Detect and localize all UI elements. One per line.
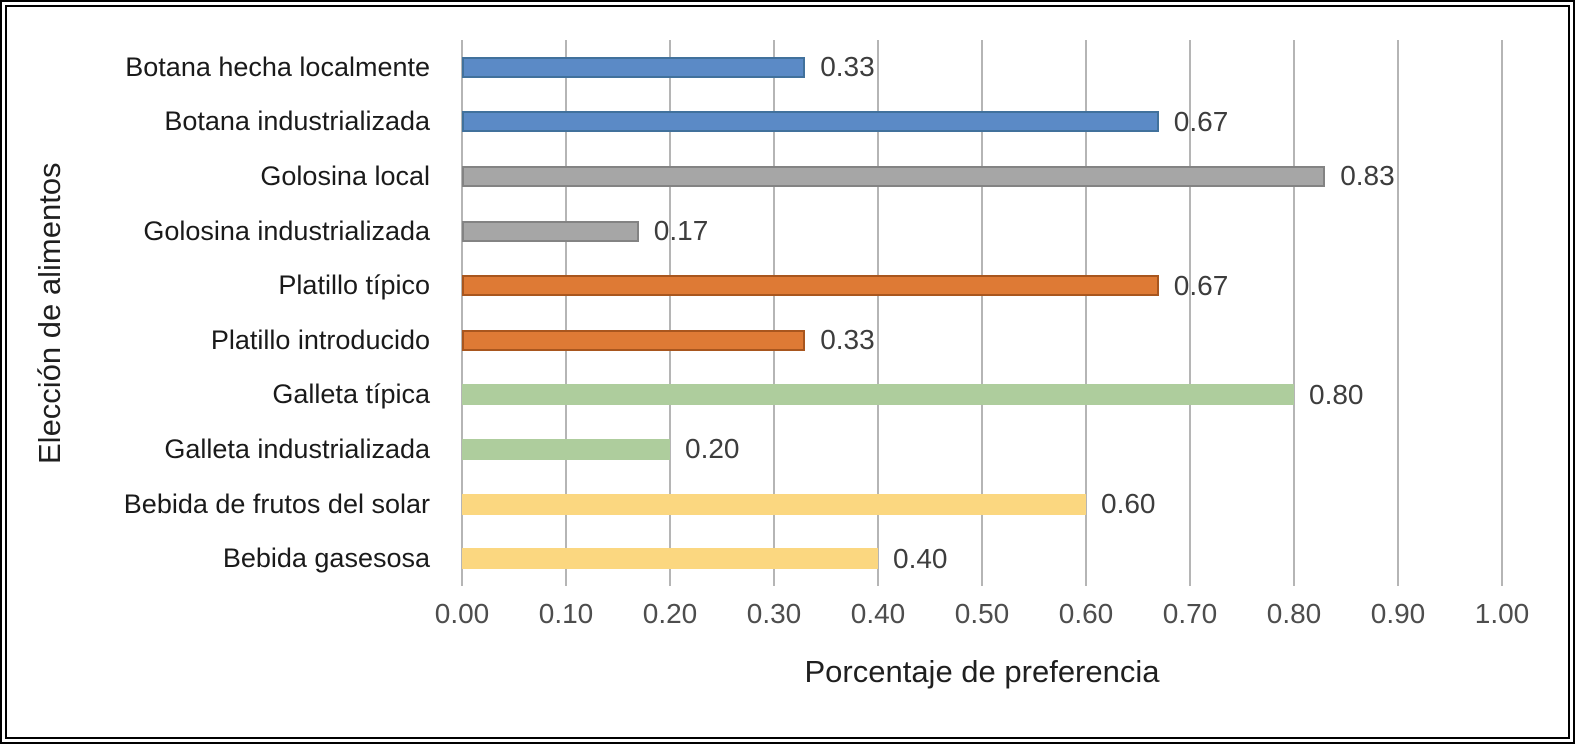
bar	[462, 438, 670, 460]
bar	[462, 384, 1294, 406]
bar-row: 0.67	[462, 95, 1502, 150]
bar-row: 0.80	[462, 368, 1502, 423]
x-tick-label: 0.80	[1266, 598, 1322, 629]
bar-value-label: 0.33	[820, 324, 875, 356]
gridline	[877, 40, 879, 586]
x-tick-label: 0.20	[642, 598, 698, 629]
gridline	[1189, 40, 1191, 586]
x-tick-labels: 0.00 0.10 0.20 0.30 0.40 0.50 0.60 0.70 0.80 0.90…	[435, 598, 1530, 634]
bar	[462, 493, 1086, 515]
category-label: Botana hecha localmente	[125, 51, 430, 82]
bar-value-label: 0.40	[893, 542, 948, 574]
bar	[462, 275, 1159, 297]
bar-row: 0.67	[462, 258, 1502, 313]
gridline	[1293, 40, 1295, 586]
bar-value-label: 0.60	[1101, 488, 1156, 520]
x-tick-label: 0.70	[1162, 598, 1218, 629]
gridline	[461, 40, 463, 586]
bar-value-label: 0.20	[685, 433, 740, 465]
bar	[462, 220, 639, 242]
x-tick-label: 0.30	[746, 598, 802, 629]
category-axis: Botana hecha localmente Botana industria…	[0, 40, 446, 586]
bar-row: 0.17	[462, 204, 1502, 259]
category-label: Golosina local	[260, 160, 430, 191]
x-tick-label: 0.90	[1370, 598, 1426, 629]
gridline	[565, 40, 567, 586]
bar-rows: 0.33 0.67 0.83 0.17 0.67 0.33	[462, 40, 1502, 586]
bar-value-label: 0.83	[1340, 160, 1395, 192]
bar	[462, 329, 806, 351]
gridline	[981, 40, 983, 586]
bar-value-label: 0.33	[820, 51, 875, 83]
x-axis-title: Porcentaje de preferencia	[804, 654, 1160, 689]
gridlines	[461, 40, 1503, 586]
bar-value-label: 0.67	[1173, 105, 1229, 137]
bar	[462, 56, 806, 78]
category-label: Botana industrializada	[164, 106, 430, 137]
gridline	[1501, 40, 1503, 586]
x-tick-label: 0.50	[954, 598, 1010, 629]
figure-inner-border	[5, 5, 1570, 739]
bar-value-label: 0.80	[1309, 378, 1364, 410]
x-tick-label: 1.00	[1474, 598, 1530, 629]
category-label: Galleta industrializada	[164, 433, 430, 464]
x-tick-label: 0.10	[538, 598, 594, 629]
category-label: Bebida de frutos del solar	[123, 488, 430, 519]
bar-row: 0.33	[462, 40, 1502, 95]
bar-row: 0.40	[462, 531, 1502, 586]
gridline	[773, 40, 775, 586]
bar-row: 0.83	[462, 149, 1502, 204]
category-label: Platillo introducido	[210, 324, 430, 355]
x-tick-label: 0.00	[434, 598, 490, 629]
bar	[462, 548, 878, 570]
x-tick-label: 0.60	[1058, 598, 1114, 629]
category-label: Golosina industrializada	[143, 215, 430, 246]
bar	[462, 165, 1326, 187]
plot-area: 0.33 0.67 0.83 0.17 0.67 0.33	[461, 40, 1503, 586]
category-label: Platillo típico	[278, 270, 430, 301]
gridline	[669, 40, 671, 586]
bar	[462, 111, 1159, 133]
bar-value-label: 0.67	[1173, 269, 1229, 301]
category-label: Galleta típica	[272, 379, 430, 410]
bar-row: 0.60	[462, 477, 1502, 532]
category-label: Bebida gasesosa	[222, 543, 430, 574]
x-tick-label: 0.40	[850, 598, 906, 629]
gridline	[1085, 40, 1087, 586]
gridline	[1397, 40, 1399, 586]
bar-row: 0.33	[462, 313, 1502, 368]
bar-row: 0.20	[462, 422, 1502, 477]
bar-value-label: 0.17	[653, 215, 709, 247]
